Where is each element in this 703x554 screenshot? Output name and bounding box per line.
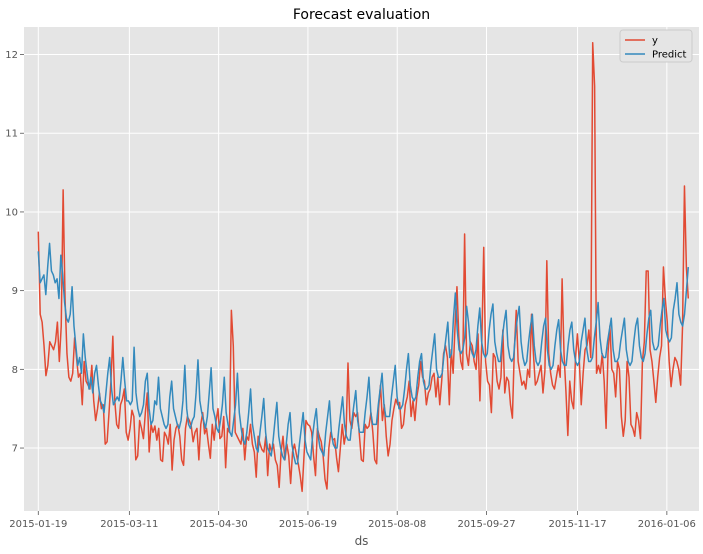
series-line-y [37,41,690,493]
x-tick-label: 2015-03-11 [100,519,158,530]
y-tick-label: 8 [12,365,18,376]
x-tick-label: 2015-08-08 [368,519,426,530]
y-tick-label: 9 [12,286,18,297]
gridlines [24,27,699,511]
x-tick-label: 2015-04-30 [190,519,248,530]
x-tick-label: 2015-11-17 [549,519,607,530]
legend-label-predict: Predict [652,50,687,61]
y-tick-label: 12 [5,50,18,61]
x-tick-label: 2015-06-19 [279,519,337,530]
x-tick-label: 2015-01-19 [9,519,67,530]
x-axis-label: ds [355,534,369,548]
x-tick-label: 2016-01-06 [638,519,696,530]
x-axis-ticks: 2015-01-19 2015-03-11 2015-04-30 2015-06-19… [9,511,696,530]
y-axis-ticks: 7 8 9 10 11 12 [5,50,24,455]
y-tick-label: 10 [5,207,18,218]
series-layer [37,41,690,493]
plot-background [24,27,699,511]
legend: y Predict [619,29,693,63]
series-line-predict [37,242,690,465]
legend-label-y: y [652,36,658,47]
chart-title: Forecast evaluation [293,7,430,23]
y-tick-label: 7 [12,444,18,455]
y-tick-label: 11 [5,129,18,140]
x-tick-label: 2015-09-27 [457,519,515,530]
